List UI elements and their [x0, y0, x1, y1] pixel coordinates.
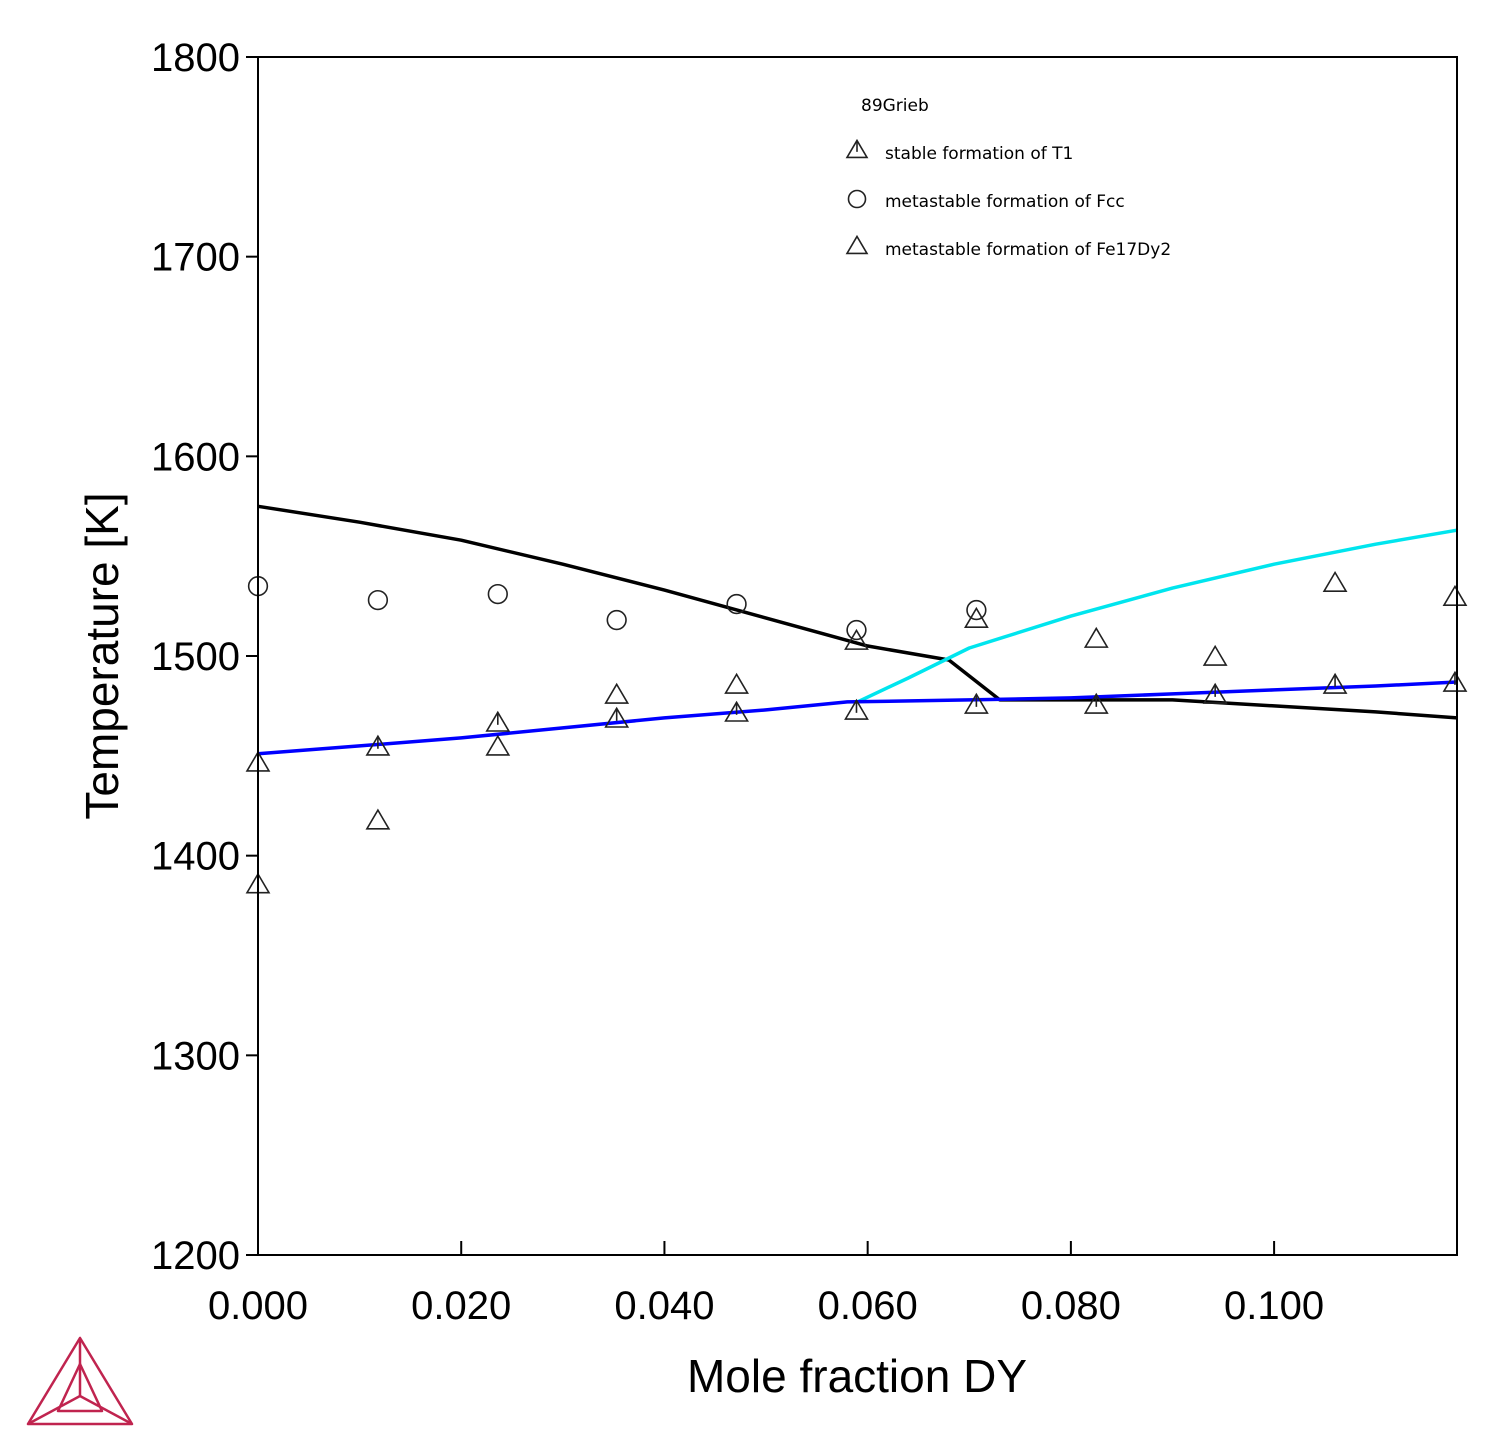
phase-line-0	[257, 504, 1458, 720]
data-point-series-1	[726, 593, 747, 615]
legend-entry-label: metastable formation of Fcc	[885, 192, 1125, 212]
x-tick-label: 0.080	[1021, 1284, 1121, 1328]
data-point-series-2	[1442, 584, 1468, 607]
y-tick-label: 1300	[151, 1034, 240, 1078]
plot-lines	[257, 504, 1458, 756]
y-tick-label: 1200	[151, 1234, 240, 1278]
data-point-series-0	[1083, 692, 1109, 714]
data-point-series-0	[604, 706, 630, 728]
y-tick-label: 1600	[151, 435, 240, 479]
phase-line-2	[257, 680, 1458, 756]
data-point-series-1	[487, 583, 508, 605]
data-point-series-0	[844, 698, 869, 720]
data-point-series-0	[485, 710, 511, 732]
data-point-series-2	[844, 628, 869, 650]
data-point-series-0	[724, 700, 749, 722]
x-tick-label: 0.060	[818, 1284, 918, 1328]
plot-markers	[245, 570, 1468, 894]
data-point-series-1	[966, 599, 987, 621]
data-point-series-2	[1202, 644, 1228, 666]
data-point-series-2	[724, 672, 749, 694]
x-tick-label: 0.020	[411, 1284, 511, 1328]
data-point-series-0	[1442, 670, 1468, 692]
y-axis: 1200 1300 1400 1500 1600 1700 1800	[151, 36, 258, 1278]
data-point-series-2	[1322, 570, 1348, 593]
y-axis-title: Temperature [K]	[76, 492, 128, 819]
legend: 89Grieb stable formation of T1 metastable…	[845, 96, 1171, 260]
legend-marker	[847, 189, 867, 209]
x-tick-label: 0.000	[208, 1284, 308, 1328]
data-point-series-1	[367, 589, 389, 611]
x-axis-title: Mole fraction DY	[687, 1350, 1027, 1402]
legend-marker	[845, 234, 869, 255]
data-point-series-1	[606, 609, 627, 631]
phase-line-1	[856, 528, 1458, 704]
data-point-series-2	[604, 682, 630, 704]
x-tick-label: 0.100	[1224, 1284, 1324, 1328]
data-point-series-0	[963, 692, 989, 714]
y-tick-label: 1400	[151, 835, 240, 879]
legend-entry-label: metastable formation of Fe17Dy2	[885, 240, 1171, 260]
data-point-series-2	[1083, 626, 1109, 648]
data-point-series-2	[963, 606, 989, 628]
data-point-series-0	[1202, 682, 1228, 704]
y-tick-label: 1800	[151, 36, 240, 80]
y-tick-label: 1700	[151, 236, 240, 280]
data-point-series-2	[365, 808, 391, 830]
x-axis: 0.000 0.020 0.040 0.060 0.080 0.100	[208, 1241, 1324, 1328]
legend-entry-label: stable formation of T1	[885, 144, 1073, 164]
thermo-calc-logo	[26, 1336, 134, 1426]
y-tick-label: 1500	[151, 635, 240, 679]
x-tick-label: 0.040	[614, 1284, 714, 1328]
data-point-series-0	[1322, 672, 1348, 694]
data-point-series-1	[846, 619, 867, 641]
data-point-series-0	[365, 734, 391, 756]
legend-marker	[845, 138, 869, 159]
legend-title: 89Grieb	[861, 96, 929, 116]
data-point-series-2	[485, 734, 511, 756]
